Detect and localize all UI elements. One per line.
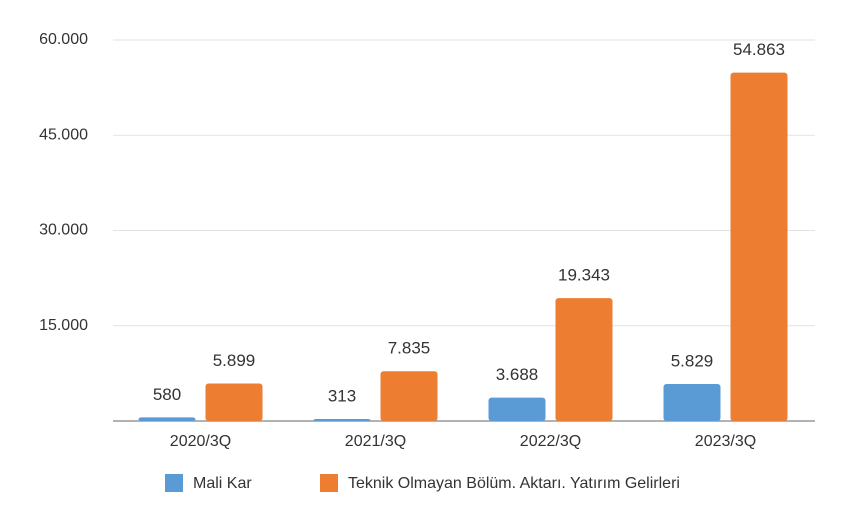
y-tick-label: 30.000 [39, 222, 88, 239]
value-label: 313 [328, 386, 356, 405]
y-tick-label: 60.000 [39, 31, 88, 48]
value-label: 580 [153, 385, 181, 404]
value-label: 54.863 [733, 40, 785, 59]
value-label: 19.343 [558, 266, 610, 285]
bar [138, 417, 196, 421]
x-tick-label: 2021/3Q [345, 433, 406, 450]
bar [380, 371, 438, 421]
bar [663, 383, 721, 421]
bar [313, 419, 371, 421]
value-label: 7.835 [388, 339, 431, 358]
value-label: 5.829 [671, 351, 714, 370]
legend-label: Teknik Olmayan Bölüm. Aktarı. Yatırım Ge… [348, 475, 680, 492]
y-tick-label: 15.000 [39, 317, 88, 334]
legend-label: Mali Kar [193, 475, 252, 492]
x-tick-label: 2022/3Q [520, 433, 581, 450]
legend-swatch [165, 474, 183, 492]
bar [205, 383, 263, 421]
value-label: 5.899 [213, 351, 256, 370]
y-tick-label: 45.000 [39, 126, 88, 143]
value-label: 3.688 [496, 365, 539, 384]
bar [555, 298, 613, 421]
legend-swatch [320, 474, 338, 492]
bar [730, 72, 788, 422]
x-tick-label: 2020/3Q [170, 433, 231, 450]
x-tick-label: 2023/3Q [695, 433, 756, 450]
bar [488, 397, 546, 421]
